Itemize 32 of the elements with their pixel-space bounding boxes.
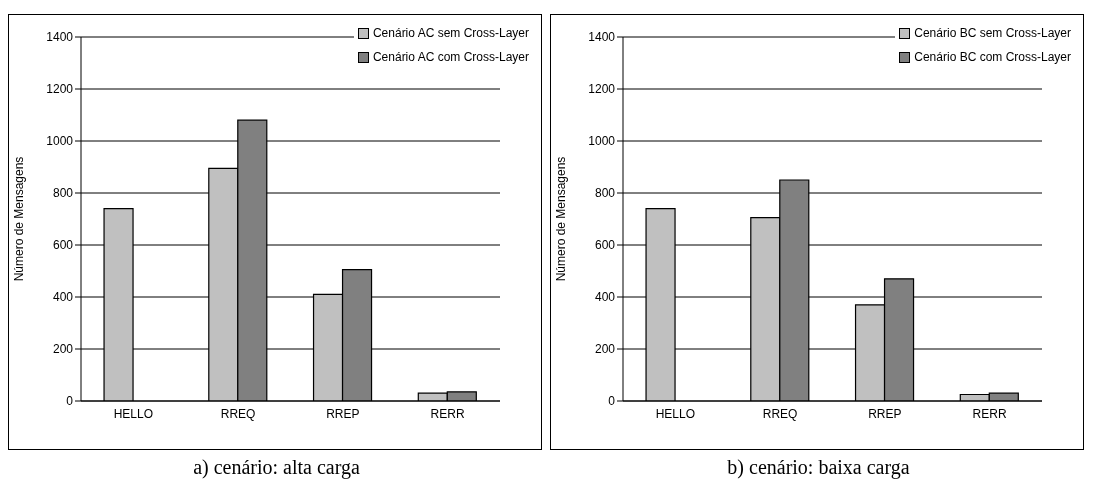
y-tick-label: 1200 <box>588 82 616 97</box>
x-tick-label: RREP <box>326 406 360 421</box>
y-axis-title: Número de Mensagens <box>554 156 569 282</box>
text: a) cenário: alta carga <box>192 456 361 479</box>
y-tick-label: 400 <box>594 290 616 305</box>
x-tick-label: RREQ <box>220 406 256 421</box>
y-tick-label: 1400 <box>588 30 616 45</box>
legend-label: Cenário AC sem Cross-Layer <box>372 25 529 42</box>
x-tick-label: RERR <box>430 406 465 421</box>
y-axis-title: Número de Mensagens <box>12 156 27 282</box>
x-tick-label: RERR <box>972 406 1007 421</box>
x-tick-label: RREP <box>868 406 902 421</box>
y-tick-label: 600 <box>52 238 74 253</box>
text: b) cenário: baixa carga <box>726 456 911 479</box>
x-tick-label: HELLO <box>113 406 154 421</box>
x-tick-label: HELLO <box>655 406 696 421</box>
y-tick-label: 200 <box>52 342 74 357</box>
y-tick-label: 1000 <box>588 134 616 149</box>
legend-label: Cenário AC com Cross-Layer <box>372 49 529 66</box>
y-tick-label: 400 <box>52 290 74 305</box>
y-tick-label: 1000 <box>46 134 74 149</box>
y-tick-label: 0 <box>66 394 74 409</box>
y-tick-label: 800 <box>52 186 74 201</box>
y-tick-label: 800 <box>594 186 616 201</box>
legend-label: Cenário BC sem Cross-Layer <box>914 25 1071 42</box>
y-tick-label: 1200 <box>46 82 74 97</box>
y-tick-label: 200 <box>594 342 616 357</box>
legend-label: Cenário BC com Cross-Layer <box>914 49 1071 66</box>
y-tick-label: 600 <box>594 238 616 253</box>
y-tick-label: 1400 <box>46 30 74 45</box>
y-tick-label: 0 <box>608 394 616 409</box>
x-tick-label: RREQ <box>762 406 798 421</box>
